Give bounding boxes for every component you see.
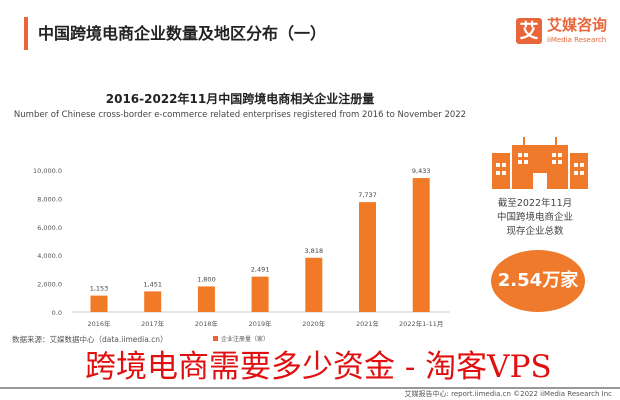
legend-label: 企业注册量（家） xyxy=(221,336,270,343)
footer-divider xyxy=(0,387,620,389)
page-title: 中国跨境电商企业数量及地区分布（一） xyxy=(38,24,327,43)
title-accent-bar xyxy=(24,17,28,50)
chart-subtitle: Number of Chinese cross-border e-commerc… xyxy=(13,110,467,120)
x-tick-label: 2022年1-11月 xyxy=(399,319,443,328)
y-tick-label: 10,000.0 xyxy=(33,167,62,175)
bar xyxy=(90,295,108,312)
bar xyxy=(197,286,215,312)
y-tick-label: 4,000.0 xyxy=(37,252,62,260)
x-tick-label: 2021年 xyxy=(356,319,380,328)
x-tick-label: 2017年 xyxy=(141,319,165,328)
total-badge: 2.54万家 xyxy=(491,250,585,312)
y-tick-label: 8,000.0 xyxy=(37,195,62,203)
buildings-icon xyxy=(492,137,588,189)
watermark: 跨境电商需要多少资金 - 淘客VPS xyxy=(85,349,552,385)
data-label: 1,451 xyxy=(143,280,162,288)
legend: 企业注册量（家） xyxy=(213,336,269,344)
bar xyxy=(305,257,323,312)
x-tick-label: 2019年 xyxy=(249,319,273,328)
caption-line: 中国跨境电商企业 xyxy=(496,212,573,223)
y-tick-label: 6,000.0 xyxy=(37,224,62,232)
logo-subtext: iiMedia Research xyxy=(547,36,607,44)
bar xyxy=(412,178,430,312)
bar-chart: 0.0 2,000.0 4,000.0 6,000.0 8,000.0 10,000.0 1… xyxy=(33,167,450,328)
logo-text: 艾媒咨询 xyxy=(547,16,608,34)
chart-title: 2016-2022年11月中国跨境电商相关企业注册量 xyxy=(105,92,375,106)
x-tick-label: 2018年 xyxy=(195,319,219,328)
legend-swatch xyxy=(213,336,218,341)
data-label: 9,433 xyxy=(412,167,431,175)
bar xyxy=(144,291,162,312)
data-label: 7,737 xyxy=(358,191,377,199)
data-label: 1,153 xyxy=(90,285,109,293)
logo-mark: 艾 xyxy=(516,18,542,44)
caption-line: 现存企业总数 xyxy=(506,226,564,237)
x-tick-label: 2020年 xyxy=(302,319,326,328)
y-tick-label: 0.0 xyxy=(52,309,62,317)
data-source: 数据来源：艾媒数据中心（data.iimedia.cn） xyxy=(12,335,168,344)
footer-text: 艾媒报告中心: report.iimedia.cn ©2022 iiMedia … xyxy=(404,390,612,398)
data-label: 1,800 xyxy=(197,275,216,283)
data-label: 3,818 xyxy=(304,247,323,255)
bar xyxy=(251,276,269,312)
data-label: 2,491 xyxy=(251,266,270,274)
x-tick-label: 2016年 xyxy=(87,319,111,328)
side-caption: 截至2022年11月 中国跨境电商企业 现存企业总数 xyxy=(470,197,600,239)
caption-line: 截至2022年11月 xyxy=(497,198,573,209)
y-tick-label: 2,000.0 xyxy=(37,281,62,289)
bar xyxy=(359,202,376,312)
